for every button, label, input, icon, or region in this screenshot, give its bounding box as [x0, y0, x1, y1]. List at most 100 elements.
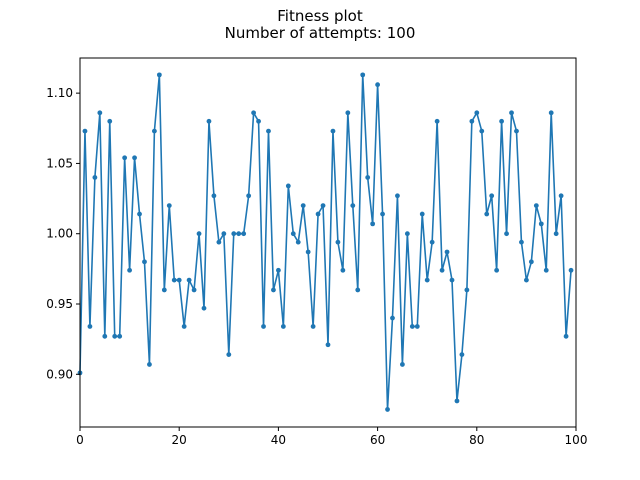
data-point: [280, 324, 286, 329]
data-point: [171, 277, 177, 283]
y-tick-label: 0.95: [46, 297, 73, 311]
data-point: [315, 211, 321, 217]
data-point: [489, 193, 495, 199]
data-point: [181, 324, 187, 329]
x-tick-label: 100: [565, 433, 588, 447]
axes-frame: [79, 57, 577, 428]
x-tick-label: 20: [172, 433, 187, 447]
chart-title: Fitness plot: [277, 7, 363, 25]
data-point: [568, 267, 574, 273]
data-point: [290, 231, 296, 237]
data-point: [335, 239, 341, 245]
data-point: [355, 287, 361, 293]
data-point: [216, 239, 222, 245]
data-point: [191, 287, 197, 293]
data-point: [211, 193, 217, 199]
y-tick-label: 1.05: [46, 156, 73, 170]
data-point: [479, 128, 485, 134]
data-point: [528, 259, 534, 265]
data-point: [251, 110, 256, 116]
plot-area: 0 20 40 60 80 100 0.90 0.95 1.00 1.05 1.10: [46, 57, 588, 447]
x-tick-label: 60: [370, 433, 385, 447]
data-point: [494, 267, 500, 273]
data-point: [424, 277, 430, 283]
data-point: [261, 324, 266, 329]
data-point: [360, 72, 366, 78]
data-point: [563, 333, 569, 339]
data-point: [464, 287, 470, 293]
data-point: [246, 193, 252, 199]
data-point: [340, 267, 346, 273]
data-point: [176, 277, 182, 283]
data-point: [266, 128, 271, 134]
data-point: [156, 72, 162, 78]
data-point: [122, 155, 128, 161]
data-point: [117, 333, 123, 339]
data-point: [365, 175, 371, 180]
data-point: [276, 267, 281, 273]
data-point: [439, 267, 445, 273]
data-point: [400, 362, 405, 367]
data-point: [310, 324, 316, 329]
data-point: [444, 249, 450, 255]
data-point: [221, 231, 227, 237]
data-point: [524, 277, 529, 283]
data-point: [102, 333, 108, 339]
data-point: [434, 118, 440, 124]
data-point: [390, 315, 395, 321]
data-point: [350, 203, 356, 209]
data-point: [330, 128, 336, 134]
data-point: [132, 155, 137, 161]
data-point: [409, 324, 415, 329]
data-point: [375, 82, 380, 88]
data-point: [107, 118, 113, 124]
data-point: [558, 193, 564, 199]
data-point: [226, 352, 232, 358]
data-point: [509, 110, 514, 116]
data-point: [499, 118, 504, 124]
data-point: [404, 231, 410, 237]
data-point: [305, 249, 311, 255]
data-point: [271, 287, 276, 293]
data-point: [429, 239, 435, 245]
data-point: [166, 203, 172, 209]
data-point: [469, 118, 475, 124]
data-point: [484, 211, 490, 217]
data-point: [142, 259, 147, 265]
data-point: [474, 110, 480, 116]
y-tick-label: 1.00: [46, 227, 73, 241]
data-point: [236, 231, 242, 237]
data-point: [206, 118, 212, 124]
data-point: [454, 398, 460, 404]
data-point: [519, 239, 524, 245]
data-point: [345, 110, 351, 116]
y-tick-label: 1.10: [46, 86, 73, 100]
data-point: [152, 128, 157, 134]
data-point: [112, 333, 118, 339]
data-point: [414, 324, 420, 329]
data-point: [504, 231, 509, 237]
data-point: [256, 118, 261, 124]
data-point: [285, 183, 291, 189]
data-point: [82, 128, 88, 134]
data-point: [419, 211, 425, 217]
data-point: [514, 128, 519, 134]
data-point: [533, 203, 539, 209]
data-point: [449, 277, 455, 283]
data-point: [147, 362, 152, 367]
data-point: [196, 231, 202, 237]
data-point: [127, 267, 132, 273]
data-point: [137, 211, 142, 217]
x-tick-label: 0: [76, 433, 84, 447]
data-point: [201, 305, 207, 311]
data-point: [295, 239, 301, 245]
data-point: [385, 407, 390, 412]
data-point: [459, 352, 465, 358]
data-point: [553, 231, 559, 237]
data-point: [231, 231, 237, 237]
y-tick-label: 0.90: [46, 367, 73, 381]
data-point: [548, 110, 554, 116]
data-point: [186, 277, 192, 283]
